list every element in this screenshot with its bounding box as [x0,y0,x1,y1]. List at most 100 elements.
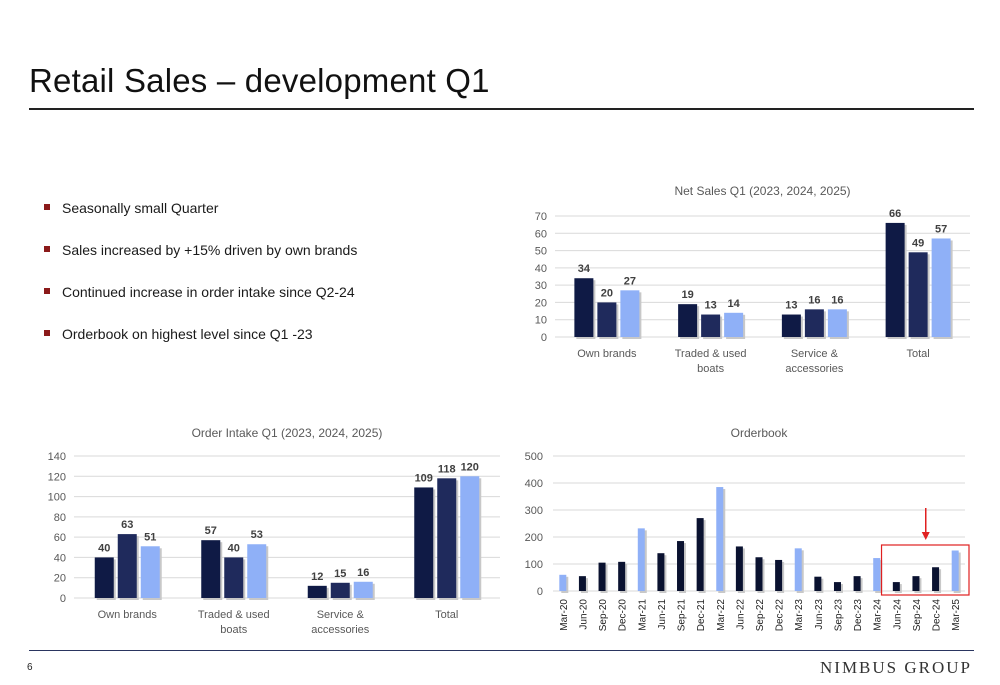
bullet-square-icon [44,204,50,210]
x-category-label: accessories [785,363,844,375]
x-tick-label: Sep-23 [833,599,844,632]
bar [814,576,822,591]
y-tick-label: 300 [525,505,543,517]
y-tick-label: 10 [535,315,547,327]
y-tick-label: 0 [537,586,543,598]
page-number: 6 [27,662,33,673]
bullet-item: Orderbook on highest level since Q1 -23 [44,322,357,364]
bar [414,487,434,598]
data-label: 20 [601,287,613,299]
x-tick-label: Sep-20 [598,599,609,632]
x-tick-label: Jun-20 [578,599,589,630]
bar [678,304,698,337]
chart-svg: Net Sales Q1 (2023, 2024, 2025) 0 10 20 30 40… [535,184,970,375]
data-label: 15 [334,568,346,580]
bar [201,540,221,598]
x-category-label: Own brands [577,348,637,360]
data-label: 27 [624,275,636,287]
bar [781,314,801,337]
x-category-label: Total [435,609,458,621]
bar [892,582,900,591]
bar [657,553,665,591]
data-label: 16 [808,294,820,306]
bar [794,548,802,591]
bullet-square-icon [44,330,50,336]
x-tick-label: Sep-22 [755,599,766,632]
y-tick-label: 0 [60,593,66,605]
title-divider [29,108,974,110]
bar [931,238,951,337]
bar [140,546,160,598]
x-category-label: Service & [317,609,365,621]
bar [716,487,724,591]
bar [307,585,327,598]
y-tick-label: 100 [48,492,66,504]
x-tick-label: Mar-21 [637,599,648,631]
y-tick-label: 30 [535,280,547,292]
bar [559,574,567,591]
page-title: Retail Sales – development Q1 [29,62,490,99]
y-tick-label: 100 [525,559,543,571]
x-tick-label: Dec-24 [932,599,943,632]
y-tick-label: 140 [48,451,66,463]
x-tick-label: Mar-25 [951,599,962,631]
x-tick-label: Mar-22 [716,599,727,631]
data-label: 16 [831,294,843,306]
footer-divider [29,650,974,651]
bar [912,576,920,591]
x-tick-label: Jun-23 [814,599,825,630]
bullet-text: Continued increase in order intake since… [62,284,355,300]
bar [620,290,640,337]
data-label: 63 [121,519,133,531]
data-label: 118 [438,463,456,475]
order-intake-chart: Order Intake Q1 (2023, 2024, 2025) 0 20 40 6… [40,420,510,642]
y-tick-label: 40 [54,552,66,564]
bar [330,582,350,598]
bar [637,528,645,591]
y-tick-label: 80 [54,512,66,524]
bar [932,567,940,591]
data-label: 40 [98,542,110,554]
bar [804,309,824,337]
bullet-item: Seasonally small Quarter [44,196,357,238]
y-tick-label: 0 [541,332,547,344]
down-arrow-icon [921,532,930,540]
x-tick-label: Jun-24 [892,599,903,630]
bullet-list: Seasonally small Quarter Sales increased… [44,196,357,364]
bar [224,557,244,598]
bar [908,252,928,337]
bar [460,476,480,598]
data-label: 53 [251,529,263,541]
chart-svg: Orderbook 0 100 200 300 400 500 Mar-20 Jun-20 Sep… [525,426,970,632]
bar [701,314,721,337]
data-label: 120 [461,461,479,473]
chart-svg: Order Intake Q1 (2023, 2024, 2025) 0 20 40 6… [48,426,500,636]
data-label: 66 [889,208,901,220]
y-tick-label: 400 [525,478,543,490]
data-label: 57 [205,525,217,537]
y-tick-label: 500 [525,451,543,463]
y-tick-label: 120 [48,471,66,483]
bar [117,534,137,598]
x-category-label: boats [697,363,724,375]
y-tick-label: 60 [54,532,66,544]
x-tick-label: Dec-20 [618,599,629,632]
data-label: 51 [144,531,156,543]
bar [724,312,744,337]
data-label: 12 [311,571,323,583]
data-label: 34 [578,263,591,275]
chart-title: Net Sales Q1 (2023, 2024, 2025) [674,184,850,198]
orderbook-chart: Orderbook 0 100 200 300 400 500 Mar-20 Jun-20 Sep… [515,420,975,642]
bar [353,581,373,598]
bar [598,562,606,591]
bullet-item: Sales increased by +15% driven by own br… [44,238,357,280]
bar [755,557,763,591]
x-category-label: Traded & used [675,348,747,360]
bar [597,302,617,337]
bar [833,582,841,591]
bar [94,557,114,598]
bullet-square-icon [44,246,50,252]
x-tick-label: Jun-21 [657,599,668,630]
y-tick-label: 60 [535,228,547,240]
x-tick-label: Sep-21 [677,599,688,632]
